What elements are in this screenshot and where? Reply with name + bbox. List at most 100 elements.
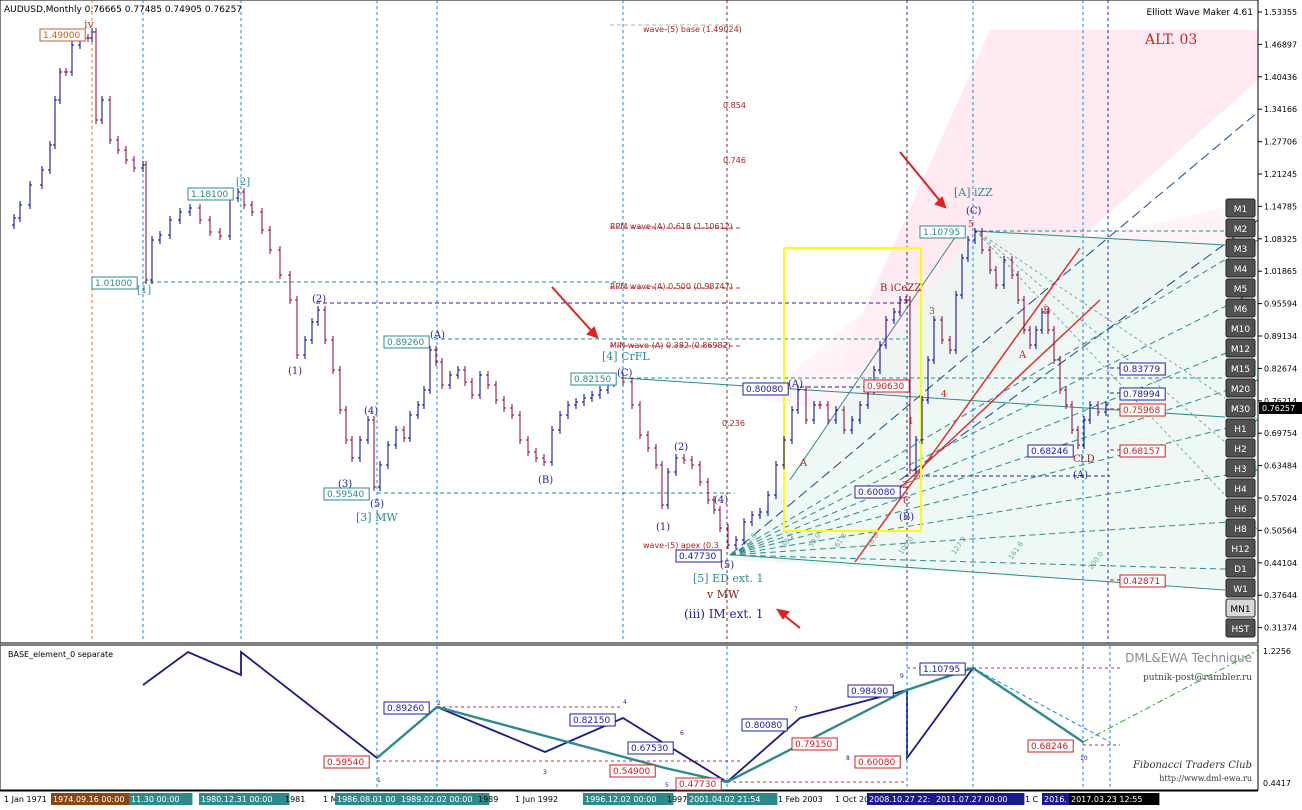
fib-level-label: RPM wave-(A) 0.500 (0.98747) [610, 282, 733, 291]
timeframe-button-h1[interactable]: H1 [1225, 418, 1256, 438]
svg-text:0.90630: 0.90630 [867, 382, 904, 392]
candle [926, 356, 930, 404]
wave-label: (3) [338, 479, 352, 490]
candle [434, 346, 438, 366]
timeframe-button-h4[interactable]: H4 [1225, 478, 1256, 498]
candle [988, 246, 992, 274]
timeframe-button-h12[interactable]: H12 [1225, 538, 1256, 558]
sub-price-label: 0.79150 [791, 737, 838, 751]
timeframe-button-h8[interactable]: H8 [1225, 518, 1256, 538]
candle [948, 336, 952, 354]
timeframe-button-m2[interactable]: M2 [1225, 218, 1256, 238]
timeframe-button-h3[interactable]: H3 [1225, 458, 1256, 478]
wave-label: (4) [364, 406, 378, 417]
candle [124, 146, 128, 164]
time-label: 2001.04.02 21:54 [687, 793, 778, 805]
svg-text:2011.07.27 00:00: 2011.07.27 00:00 [936, 795, 1007, 804]
timeframe-button-h2[interactable]: H2 [1225, 438, 1256, 458]
price-tick: 1.53355 [1264, 8, 1297, 17]
time-axis: 1 Jan 1971 1974.09.16 00:00 11.30 00:00 198… [0, 790, 1258, 805]
price-tick: 1.40436 [1264, 73, 1297, 82]
svg-text:D1: D1 [1234, 565, 1247, 575]
candle [660, 461, 664, 509]
timeframe-button-m10[interactable]: M10 [1225, 318, 1256, 338]
timeframe-button-m4[interactable]: M4 [1225, 258, 1256, 278]
candle [1076, 426, 1080, 449]
timeframe-button-m5[interactable]: M5 [1225, 278, 1256, 298]
candle [150, 236, 154, 284]
candle [954, 291, 958, 354]
svg-text:1989: 1989 [478, 795, 498, 804]
timeframe-button-m6[interactable]: M6 [1225, 298, 1256, 318]
timeframe-button-m1[interactable]: M1 [1225, 198, 1256, 218]
candle [1104, 401, 1108, 416]
candle [1082, 416, 1086, 449]
candle [590, 391, 594, 402]
timeframe-button-w1[interactable]: W1 [1225, 578, 1256, 598]
candle [666, 468, 670, 509]
wave-label: 3 [929, 307, 935, 317]
candle [158, 231, 162, 244]
svg-text:0.75968: 0.75968 [1123, 406, 1160, 416]
timeframe-button-m30[interactable]: M30 [1225, 398, 1256, 418]
timeframe-button-h6[interactable]: H6 [1225, 498, 1256, 518]
price-label: 0.42871 [1119, 574, 1166, 588]
svg-text:M6: M6 [1234, 305, 1248, 315]
timeframe-sidebar[interactable]: M1 M2 M3 M4 M5 M6 M10 M12 M15 M20 M30 H1 H2 H3 H4 H6 H8 H… [1225, 198, 1256, 638]
svg-text:0.60080: 0.60080 [858, 758, 895, 768]
candle [750, 511, 754, 526]
wave-label: (1) [288, 366, 302, 377]
svg-text:M2: M2 [1234, 225, 1248, 235]
brand-label: DML&EWA Technique [1125, 651, 1252, 665]
timeframe-button-m20[interactable]: M20 [1225, 378, 1256, 398]
timeframe-button-d1[interactable]: D1 [1225, 558, 1256, 578]
svg-text:0.47730: 0.47730 [679, 780, 716, 790]
price-tick: 0.50564 [1264, 526, 1297, 535]
fib-level-label: MIN wave-(A) 0.382 (0.86982) [610, 341, 731, 350]
candle [698, 461, 702, 486]
sub-projection-line [1082, 649, 1259, 743]
time-label: 1989.02.02 00:00 [399, 793, 490, 805]
sub-wave-number: 5 [665, 782, 669, 789]
candle [966, 236, 970, 262]
candle [994, 266, 998, 289]
candle [858, 401, 862, 424]
candle [86, 34, 90, 42]
sub-price-label: 0.98490 [847, 684, 894, 698]
candle [168, 216, 172, 239]
wave-label: A [1018, 350, 1027, 361]
timeframe-button-m15[interactable]: M15 [1225, 358, 1256, 378]
candle [494, 381, 498, 404]
svg-text:H1: H1 [1234, 425, 1247, 435]
candle [782, 436, 786, 469]
svg-text:0.78994: 0.78994 [1123, 390, 1160, 400]
time-label: 1980.12.31 00:00 [199, 793, 290, 805]
candle [40, 166, 44, 189]
price-tick: 1.34166 [1264, 105, 1297, 114]
price-label: 1.10795 [919, 225, 966, 239]
candle [654, 444, 658, 469]
candle [542, 454, 546, 466]
candle [198, 204, 202, 224]
timeframe-button-mn1[interactable]: MN1 [1225, 598, 1256, 618]
wave-label: A [799, 458, 808, 469]
svg-text:M15: M15 [1231, 365, 1250, 375]
candle [250, 201, 254, 216]
alt-label: ALT. 03 [1144, 32, 1197, 48]
candle [898, 296, 902, 316]
candle [566, 401, 570, 419]
timeframe-button-m12[interactable]: M12 [1225, 338, 1256, 358]
candle [1052, 326, 1056, 364]
timeframe-button-hst[interactable]: HST [1225, 618, 1256, 638]
candle [932, 316, 936, 364]
candle [574, 398, 578, 409]
wave-label: (C) [617, 368, 633, 379]
candle [268, 226, 272, 254]
timeframe-button-m3[interactable]: M3 [1225, 238, 1256, 258]
price-tick: 1.27706 [1264, 138, 1297, 147]
wave-label: C [1073, 454, 1081, 465]
candle [826, 401, 830, 424]
wave-label: 1 [908, 417, 914, 427]
wave-label: (5) [720, 560, 734, 571]
